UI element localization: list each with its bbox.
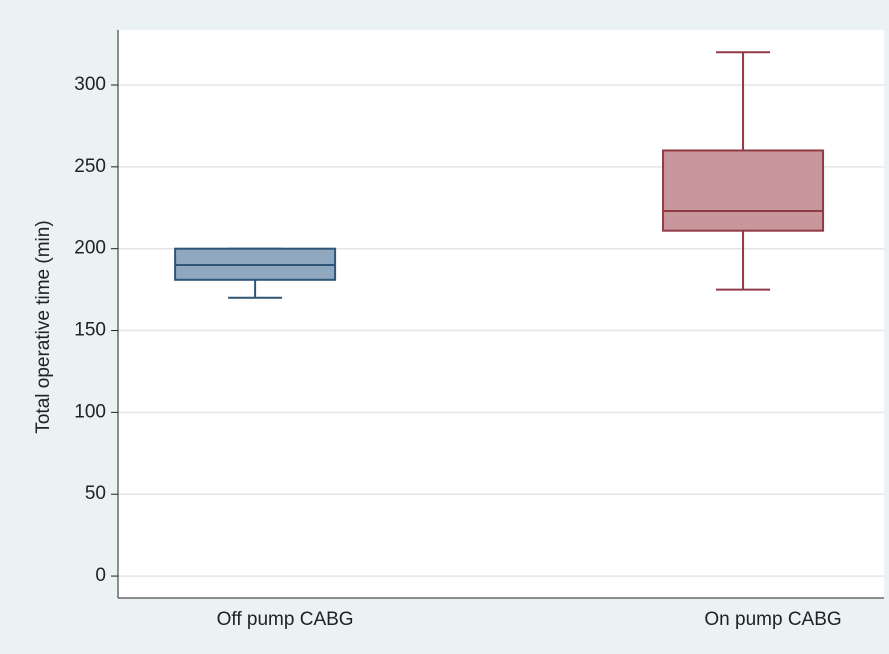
y-tick-label: 150 [74,320,106,341]
y-axis-label: Total operative time (min) [33,220,54,433]
box [662,149,825,232]
plot-area [118,30,884,598]
y-tick-label: 0 [95,565,106,586]
x-tick-label: On pump CABG [704,609,841,630]
y-tick-label: 100 [74,401,106,422]
y-tick-label: 250 [74,156,106,177]
y-tick-label: 50 [85,483,106,504]
y-tick-label: 300 [74,74,106,95]
x-tick-label: Off pump CABG [217,609,354,630]
y-tick-label: 200 [74,238,106,259]
